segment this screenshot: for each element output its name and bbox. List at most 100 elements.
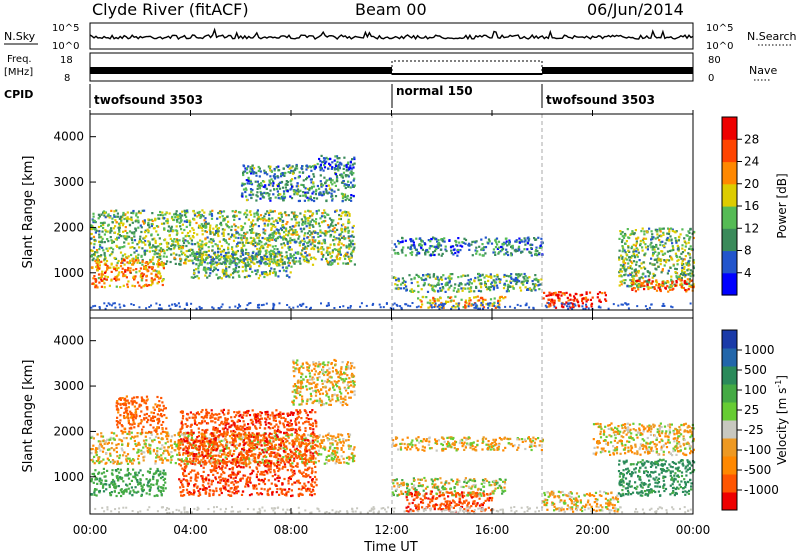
range-cell <box>627 266 630 270</box>
range-cell <box>302 247 305 250</box>
range-cell <box>260 192 263 195</box>
range-cell <box>263 232 267 235</box>
range-cell <box>294 450 298 453</box>
range-cell <box>508 285 511 288</box>
range-cell <box>342 167 345 170</box>
range-cell <box>301 249 304 252</box>
range-cell <box>117 273 120 276</box>
nsky-trace <box>89 27 694 41</box>
range-cell <box>95 249 99 252</box>
range-cell <box>330 456 333 460</box>
range-cell <box>166 260 169 263</box>
range-cell <box>661 253 664 256</box>
range-cell <box>243 234 246 237</box>
range-cell <box>327 432 330 435</box>
range-cell <box>591 296 594 299</box>
range-cell <box>499 245 503 249</box>
range-cell <box>193 231 196 235</box>
range-cell <box>308 239 311 242</box>
power-ground-band <box>245 307 248 310</box>
range-cell <box>293 253 296 256</box>
range-cell <box>116 236 119 239</box>
range-cell <box>132 263 135 266</box>
range-cell <box>204 274 207 277</box>
range-cell <box>434 277 437 280</box>
range-cell <box>150 233 153 236</box>
range-cell <box>489 289 492 292</box>
range-cell <box>308 240 311 243</box>
range-cell <box>319 231 322 234</box>
nsky-frame <box>89 22 694 50</box>
range-cell <box>271 260 274 263</box>
range-cell <box>229 453 232 456</box>
range-cell <box>435 237 438 240</box>
range-cell <box>286 221 289 224</box>
range-cell <box>419 299 422 302</box>
range-cell <box>690 279 693 282</box>
range-cell <box>90 232 93 236</box>
range-cell <box>90 242 93 245</box>
range-cell <box>211 258 214 261</box>
range-cell <box>685 262 688 265</box>
power-ground-band <box>247 302 250 305</box>
range-cell <box>178 262 181 266</box>
range-cell <box>650 236 654 239</box>
range-cell <box>689 275 692 278</box>
range-cell <box>515 280 518 284</box>
range-cell <box>245 216 248 219</box>
range-cell <box>125 217 128 220</box>
range-cell <box>685 282 688 286</box>
range-cell <box>418 237 421 240</box>
range-cell <box>293 216 296 219</box>
range-cell <box>234 268 237 271</box>
range-cell <box>329 442 332 445</box>
range-cell <box>478 275 481 278</box>
range-cell <box>332 239 335 242</box>
range-cell <box>505 279 508 282</box>
range-cell <box>688 231 691 234</box>
range-cell <box>458 284 461 287</box>
range-cell <box>112 227 115 230</box>
range-cell <box>320 215 324 218</box>
range-cell <box>496 273 499 276</box>
range-cell <box>280 260 283 263</box>
power-ground-band <box>661 305 664 307</box>
range-cell <box>324 448 327 451</box>
range-cell <box>348 257 351 260</box>
range-cell <box>312 181 315 184</box>
range-cell <box>260 271 264 274</box>
range-cell <box>187 249 190 252</box>
range-cell <box>102 210 106 213</box>
range-cell <box>196 233 199 236</box>
range-cell <box>339 246 343 249</box>
range-cell <box>222 255 226 258</box>
range-cell <box>681 283 684 287</box>
range-cell <box>112 462 115 465</box>
range-cell <box>294 224 297 227</box>
range-cell <box>639 239 642 243</box>
range-cell <box>674 271 677 274</box>
range-cell <box>154 275 157 278</box>
range-cell <box>618 258 621 261</box>
range-cell <box>127 255 130 258</box>
range-cell <box>237 241 240 244</box>
range-cell <box>209 255 212 258</box>
power-ground-band <box>273 303 276 306</box>
range-cell <box>138 238 142 241</box>
range-cell <box>280 251 283 254</box>
range-cell <box>111 217 114 220</box>
range-cell <box>641 282 645 285</box>
range-cell <box>295 189 298 192</box>
range-cell <box>635 279 638 282</box>
range-cell <box>308 230 311 233</box>
range-cell <box>464 287 467 290</box>
range-cell <box>335 155 339 158</box>
range-cell <box>646 270 649 273</box>
range-cell <box>655 279 658 282</box>
range-cell <box>667 232 671 235</box>
range-cell <box>236 243 239 246</box>
range-cell <box>137 219 140 222</box>
range-cell <box>332 235 336 238</box>
